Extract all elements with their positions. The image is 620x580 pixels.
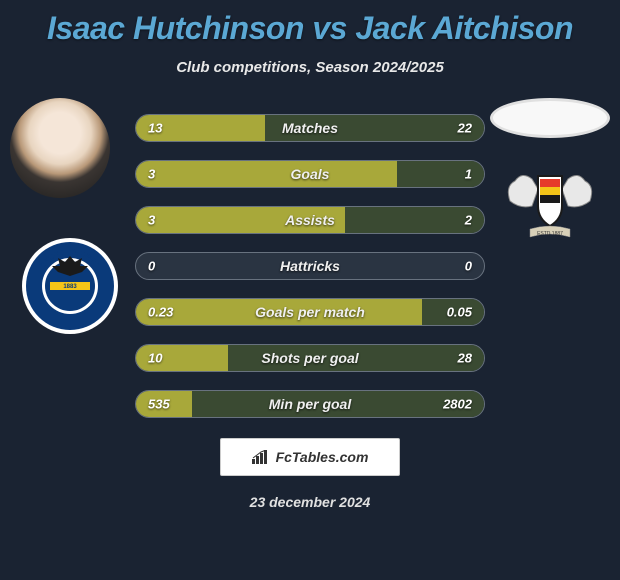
club-crest-right: ESTD 1887 bbox=[500, 151, 600, 251]
comparison-content: 1883 BRISTOL ROVERS ESTD 1887 1322Matche… bbox=[0, 106, 620, 418]
stat-value-left: 3 bbox=[148, 213, 155, 228]
stat-row: 0.23 0.05 Goals per match bbox=[135, 298, 485, 326]
date-text: 23 december 2024 bbox=[0, 494, 620, 510]
footer-brand: FcTables.com bbox=[220, 438, 400, 476]
stat-label: Hattricks bbox=[280, 258, 340, 274]
stat-row: 10 28 Shots per goal bbox=[135, 344, 485, 372]
stat-value-right: 0 bbox=[465, 259, 472, 274]
player-right-avatar bbox=[490, 98, 610, 138]
stat-value-left: 0.23 bbox=[148, 305, 173, 320]
stat-value-left: 13 bbox=[148, 121, 162, 136]
stat-value-left: 10 bbox=[148, 351, 162, 366]
stat-value-left: 0 bbox=[148, 259, 155, 274]
stat-bars: 13 22 Matches 3 1 Goals 3 2 Assists 0 0 Hattricks 0.… bbox=[135, 106, 485, 418]
chart-icon bbox=[252, 450, 270, 464]
page-title: Isaac Hutchinson vs Jack Aitchison bbox=[0, 0, 620, 47]
stat-label: Goals per match bbox=[255, 304, 365, 320]
stat-value-right: 2802 bbox=[443, 397, 472, 412]
stat-value-right: 22 bbox=[458, 121, 472, 136]
stat-row: 0 0 Hattricks bbox=[135, 252, 485, 280]
footer-brand-text: FcTables.com bbox=[276, 449, 369, 465]
stat-row: 3 1 Goals bbox=[135, 160, 485, 188]
stat-label: Min per goal bbox=[269, 396, 351, 412]
stat-value-left: 3 bbox=[148, 167, 155, 182]
svg-text:ESTD 1887: ESTD 1887 bbox=[537, 231, 563, 237]
stat-row: 13 22 Matches bbox=[135, 114, 485, 142]
stat-value-right: 28 bbox=[458, 351, 472, 366]
stat-value-right: 1 bbox=[465, 167, 472, 182]
stat-label: Shots per goal bbox=[261, 350, 358, 366]
stat-label: Goals bbox=[291, 166, 330, 182]
stat-value-right: 0.05 bbox=[447, 305, 472, 320]
club-crest-left: 1883 BRISTOL ROVERS bbox=[20, 236, 120, 336]
svg-text:1883: 1883 bbox=[63, 284, 77, 290]
subtitle: Club competitions, Season 2024/2025 bbox=[0, 59, 620, 76]
bar-fill-right bbox=[345, 207, 484, 233]
stat-value-left: 535 bbox=[148, 397, 170, 412]
stat-row: 3 2 Assists bbox=[135, 206, 485, 234]
stat-row: 535 2802 Min per goal bbox=[135, 390, 485, 418]
stat-value-right: 2 bbox=[465, 213, 472, 228]
stat-label: Assists bbox=[285, 212, 335, 228]
bar-fill-left bbox=[136, 161, 397, 187]
player-left-avatar bbox=[10, 98, 110, 198]
stat-label: Matches bbox=[282, 120, 338, 136]
